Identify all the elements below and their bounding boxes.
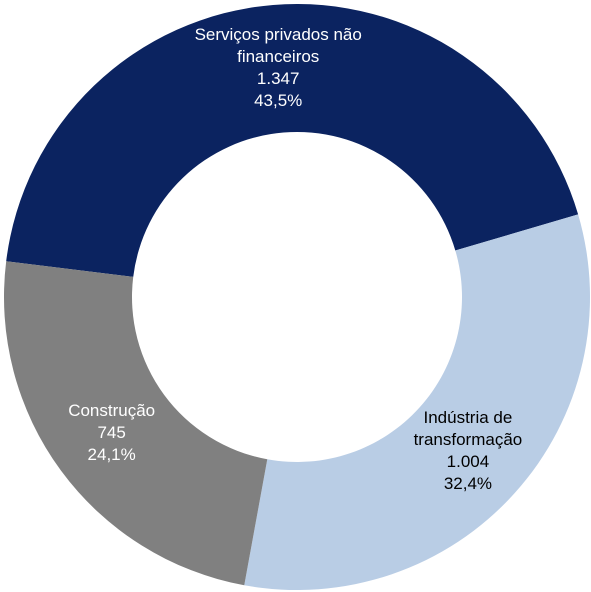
slice-label: Indústria de transformação 1.004 32,4% [398,407,538,495]
category-label: Construção [68,401,156,421]
percentage-label: 24,1% [87,445,136,465]
slice-label: Serviços privados não financeiros 1.347 43… [193,24,363,112]
value-label: 745 [97,423,126,443]
donut-slice [6,4,579,277]
donut-slice [3,261,268,586]
category-label: Serviços privados não financeiros [194,24,362,66]
donut-slice [244,214,590,590]
slice-label: Construção 745 24,1% [42,400,182,466]
percentage-label: 32,4% [443,473,493,493]
value-label: 1.004 [446,451,490,471]
category-label: Indústria de transformação [413,407,523,449]
percentage-label: 43,5% [254,90,303,110]
value-label: 1.347 [256,68,300,88]
